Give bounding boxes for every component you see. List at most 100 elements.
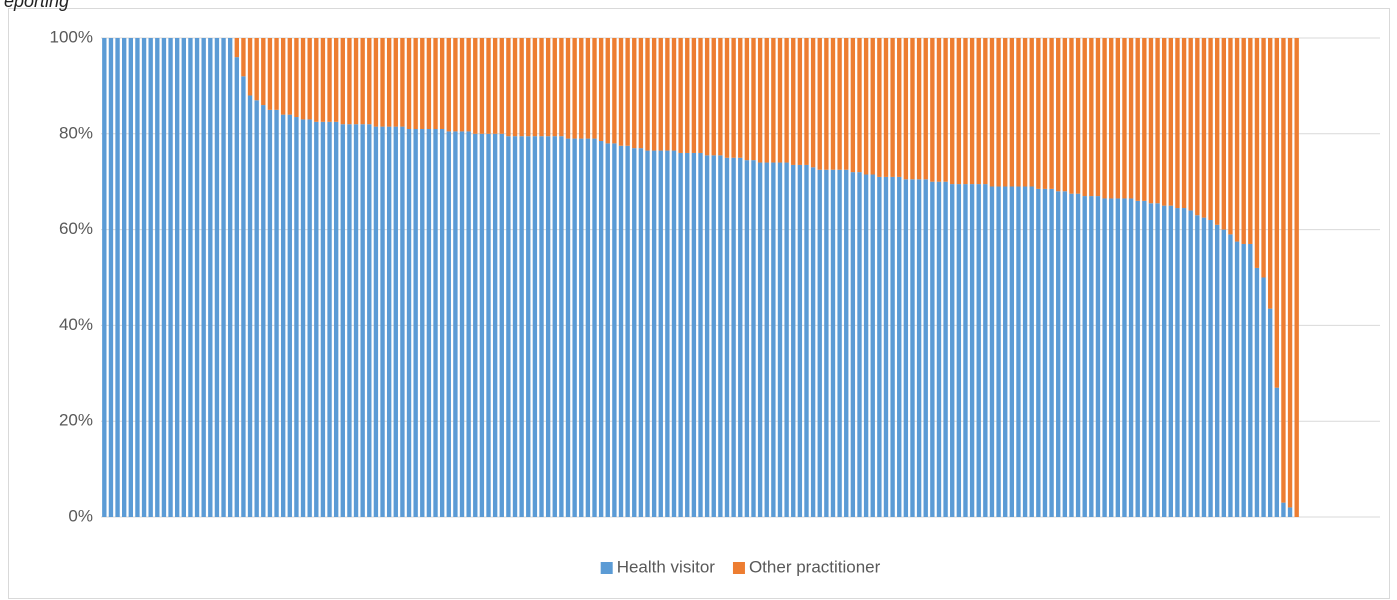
- bar-segment: [247, 95, 253, 517]
- bar-segment: [645, 38, 650, 151]
- bar-segment: [307, 38, 312, 120]
- bar-segment: [1261, 38, 1266, 278]
- bar-segment: [519, 136, 524, 517]
- bar-segment: [1148, 38, 1154, 204]
- bar-segment: [1042, 188, 1048, 517]
- bar-segment: [1042, 38, 1048, 189]
- bar-segment: [565, 38, 571, 139]
- bar-segment: [1195, 215, 1200, 518]
- bar-segment: [963, 38, 968, 185]
- y-tick-label: 80%: [59, 123, 93, 142]
- bar-segment: [598, 140, 604, 518]
- bar-segment: [897, 176, 902, 517]
- bar-segment: [545, 38, 551, 137]
- bar-segment: [777, 162, 783, 518]
- bar-segment: [1281, 502, 1286, 517]
- bar-segment: [830, 169, 836, 517]
- bar-segment: [976, 38, 981, 185]
- bar-segment: [817, 169, 822, 517]
- bar-segment: [1009, 186, 1015, 518]
- bar-segment: [585, 138, 591, 517]
- bar-segment: [473, 133, 478, 518]
- bar-segment: [314, 38, 319, 122]
- bar-segment: [698, 38, 703, 153]
- bar-segment: [413, 38, 418, 130]
- bar-segment: [791, 38, 796, 165]
- bar-segment: [1102, 38, 1107, 199]
- bar-segment: [738, 157, 743, 517]
- bar-segment: [1109, 198, 1114, 517]
- bar-segment: [1022, 186, 1028, 518]
- bar-segment: [1228, 38, 1233, 235]
- bar-segment: [870, 174, 875, 517]
- bar-segment: [738, 38, 743, 158]
- bar-segment: [1254, 267, 1260, 517]
- bar-segment: [1181, 208, 1187, 518]
- bar-segment: [1268, 38, 1273, 309]
- bar-segment: [254, 100, 259, 518]
- bar-segment: [996, 186, 1001, 518]
- bar-segment: [658, 150, 663, 517]
- bar-segment: [1228, 234, 1233, 517]
- bar-segment: [214, 38, 220, 517]
- bar-segment: [148, 38, 153, 517]
- bar-segment: [943, 181, 948, 517]
- bar-segment: [115, 38, 120, 517]
- bar-segment: [261, 38, 266, 106]
- bar-segment: [711, 38, 716, 156]
- bar-segment: [1221, 229, 1227, 517]
- bar-segment: [579, 138, 584, 517]
- y-tick-label: 20%: [59, 411, 93, 430]
- bar-segment: [936, 181, 942, 517]
- bar-segment: [1062, 38, 1068, 192]
- bar-segment: [1181, 38, 1187, 209]
- bar-segment: [227, 38, 233, 517]
- bar-segment: [188, 38, 193, 517]
- legend-swatch: [732, 562, 745, 574]
- bar-segment: [598, 38, 604, 141]
- bar-segment: [280, 114, 286, 517]
- bar-segment: [1188, 38, 1193, 211]
- bar-segment: [168, 38, 173, 517]
- bar-segment: [300, 119, 306, 518]
- bar-segment: [208, 38, 213, 517]
- bar-segment: [632, 38, 637, 149]
- bar-segment: [950, 184, 955, 517]
- bar-segment: [280, 38, 286, 115]
- bar-segment: [579, 38, 584, 139]
- bar-segment: [221, 38, 226, 517]
- bar-segment: [406, 38, 412, 130]
- legend-item: Other practitioner: [732, 557, 881, 576]
- bar-segment: [903, 179, 909, 517]
- bar-segment: [1248, 38, 1253, 244]
- bar-segment: [1095, 196, 1101, 517]
- bar-segment: [267, 109, 273, 517]
- bar-segment: [1175, 208, 1180, 518]
- bar-segment: [618, 38, 624, 146]
- bar-segment: [545, 136, 551, 517]
- bar-segment: [1241, 38, 1246, 244]
- bar-segment: [691, 38, 697, 153]
- bar-segment: [128, 38, 133, 517]
- bar-segment: [671, 38, 677, 151]
- bar-segment: [1128, 198, 1134, 517]
- bar-segment: [367, 124, 372, 517]
- bar-segment: [1016, 186, 1021, 518]
- bar-segment: [327, 38, 332, 122]
- bar-segment: [870, 38, 875, 175]
- bar-segment: [612, 143, 617, 517]
- y-tick-label: 0%: [68, 506, 93, 525]
- bar-segment: [857, 172, 862, 517]
- bar-segment: [1115, 38, 1121, 199]
- bar-segment: [254, 38, 259, 101]
- bar-segment: [380, 126, 385, 518]
- bar-segment: [1049, 38, 1054, 189]
- bar-segment: [956, 38, 962, 185]
- bar-segment: [327, 121, 332, 517]
- bar-segment: [433, 38, 438, 130]
- bar-segment: [1115, 198, 1121, 517]
- bar-segment: [234, 57, 239, 517]
- bar-segment: [1135, 38, 1140, 201]
- bar-segment: [996, 38, 1001, 187]
- bar-segment: [757, 162, 763, 518]
